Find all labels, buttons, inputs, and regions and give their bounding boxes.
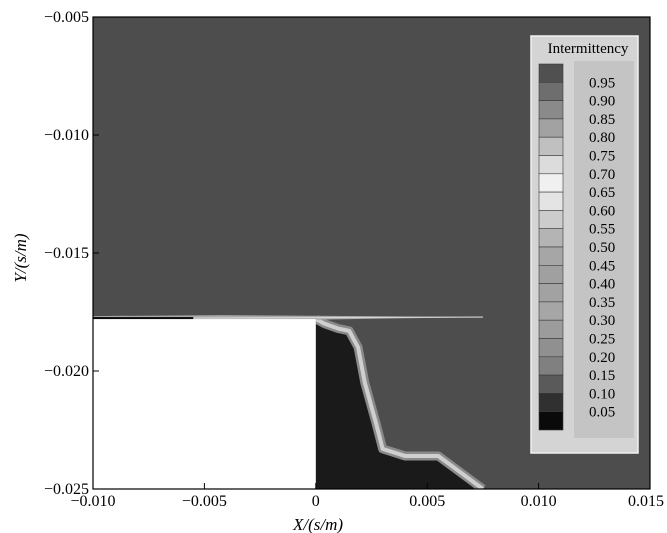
legend-swatch [538, 210, 564, 229]
legend-swatch [538, 264, 564, 284]
legend-level-label: 0.95 [589, 75, 615, 91]
legend-level-label: 0.15 [589, 368, 615, 384]
legend-swatch [538, 228, 564, 248]
legend-swatch [538, 356, 564, 376]
x-tick-label: 0 [312, 493, 320, 510]
y-axis-ticks: −0.005 −0.010 −0.015 −0.020 −0.025 [44, 9, 99, 498]
step-body [93, 319, 316, 489]
legend-value-panel [574, 61, 634, 438]
y-tick-label: −0.015 [44, 245, 89, 262]
legend-level-label: 0.75 [589, 149, 615, 165]
legend-swatch [538, 374, 564, 394]
legend-swatch [538, 319, 564, 339]
x-tick-label: −0.005 [182, 493, 227, 510]
legend-swatch [538, 118, 564, 138]
legend-level-label: 0.10 [589, 386, 615, 402]
x-tick-label: 0.015 [628, 493, 664, 510]
y-tick-label: −0.010 [44, 127, 89, 144]
legend-swatch [538, 82, 564, 101]
legend-swatch [538, 155, 564, 175]
y-tick-label: −0.020 [44, 363, 89, 380]
legend-level-label: 0.90 [589, 94, 615, 110]
legend-level-label: 0.05 [589, 405, 615, 421]
legend-labels: 0.95 0.90 0.85 0.80 0.75 0.70 0.65 0.60 0.55 0.50… [589, 75, 615, 420]
legend-level-label: 0.35 [589, 295, 615, 311]
legend-swatch [538, 100, 564, 120]
legend-swatch [538, 246, 564, 266]
legend-swatch [538, 136, 564, 156]
legend-level-label: 0.70 [589, 167, 615, 183]
y-tick-label: −0.025 [44, 481, 89, 498]
legend: Intermittency 0.950.900.850.800.750.700.… [530, 35, 639, 454]
legend-level-label: 0.60 [589, 203, 615, 219]
legend-swatch [538, 283, 564, 303]
legend-level-label: 0.80 [589, 130, 615, 146]
x-tick-label: 0.010 [521, 493, 557, 510]
y-axis-title: Y/(s/m) [11, 233, 30, 282]
legend-level-label: 0.20 [589, 350, 615, 366]
legend-swatch [538, 411, 564, 431]
legend-level-label: 0.25 [589, 332, 615, 348]
x-axis-ticks: −0.010 −0.005 0 0.005 0.010 0.015 [70, 483, 664, 510]
x-tick-label: 0.005 [409, 493, 445, 510]
legend-level-label: 0.40 [589, 277, 615, 293]
legend-level-label: 0.45 [589, 258, 615, 274]
legend-level-label: 0.65 [589, 185, 615, 201]
legend-level-label: 0.50 [589, 240, 615, 256]
y-tick-label: −0.005 [44, 9, 89, 26]
legend-title: Intermittency [548, 41, 629, 57]
legend-swatch [538, 338, 564, 358]
legend-swatch [538, 63, 564, 83]
x-tick-label: −0.010 [70, 493, 115, 510]
shear-layer-core [314, 317, 485, 489]
legend-swatch [538, 301, 564, 321]
legend-level-label: 0.55 [589, 222, 615, 238]
legend-swatch [538, 173, 564, 193]
boundary-layer-streak-core [182, 316, 483, 319]
legend-swatch [538, 393, 564, 412]
legend-swatch [538, 191, 564, 211]
x-axis-title: X/(s/m) [292, 515, 343, 533]
legend-level-label: 0.85 [589, 112, 615, 128]
legend-swatches [538, 63, 564, 431]
legend-level-label: 0.30 [589, 313, 615, 329]
